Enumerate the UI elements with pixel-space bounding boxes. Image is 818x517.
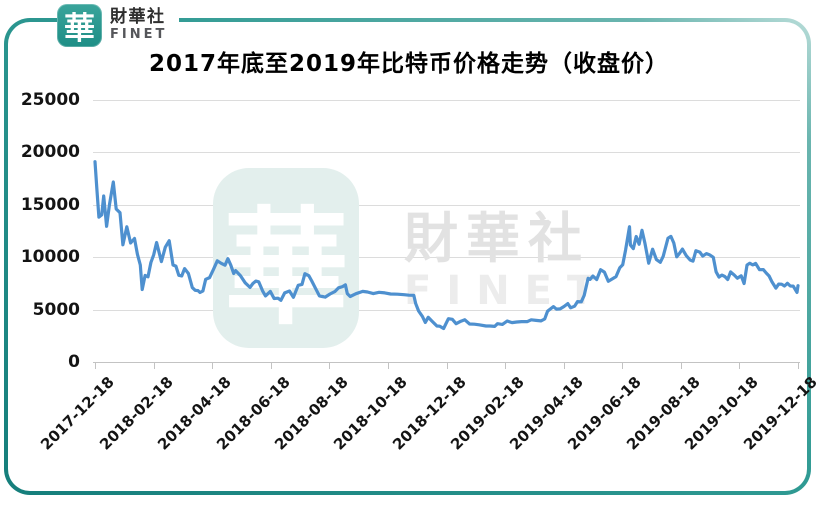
finet-logo-icon: 華 <box>57 3 102 47</box>
y-axis-label: 5000 <box>32 299 80 320</box>
gridline <box>93 204 800 206</box>
y-axis-label: 20000 <box>20 142 80 163</box>
watermark-text: 財華社 FINET <box>404 207 610 314</box>
y-axis-label: 0 <box>68 352 80 372</box>
watermark-logo-icon: 華 <box>213 168 359 348</box>
gridline <box>93 257 800 259</box>
finet-name-english: FINET <box>110 26 168 42</box>
finet-name-chinese: 財華社 <box>110 7 166 27</box>
finet-logo-text: 財華社 FINET <box>110 8 167 42</box>
x-tick <box>563 363 565 369</box>
x-tick <box>212 363 214 369</box>
x-tick <box>387 363 389 369</box>
finet-logo: 華 財華社 FINET <box>57 2 180 48</box>
x-tick <box>798 363 799 369</box>
x-tick <box>739 363 741 369</box>
finet-logo-glyph: 華 <box>64 10 95 47</box>
x-tick <box>270 363 272 369</box>
x-tick <box>680 363 682 369</box>
gridline <box>93 152 800 154</box>
x-tick <box>329 363 331 369</box>
x-tick <box>95 363 96 369</box>
x-tick <box>622 363 624 369</box>
y-axis-label: 10000 <box>20 247 80 268</box>
watermark-logo-glyph: 華 <box>223 195 349 342</box>
watermark-name-english: FINET <box>404 268 610 314</box>
x-tick <box>446 363 448 369</box>
price-line <box>93 160 800 331</box>
x-axis-line <box>93 362 800 363</box>
gridline <box>93 309 800 311</box>
y-axis-label: 25000 <box>20 90 80 110</box>
x-tick <box>505 363 507 369</box>
x-tick <box>153 363 155 369</box>
y-axis-label: 15000 <box>20 194 80 215</box>
gridline <box>93 100 800 101</box>
chart-title: 2017年底至2019年比特币价格走势（收盘价） <box>148 51 670 77</box>
watermark-name-chinese: 財華社 <box>404 207 590 270</box>
